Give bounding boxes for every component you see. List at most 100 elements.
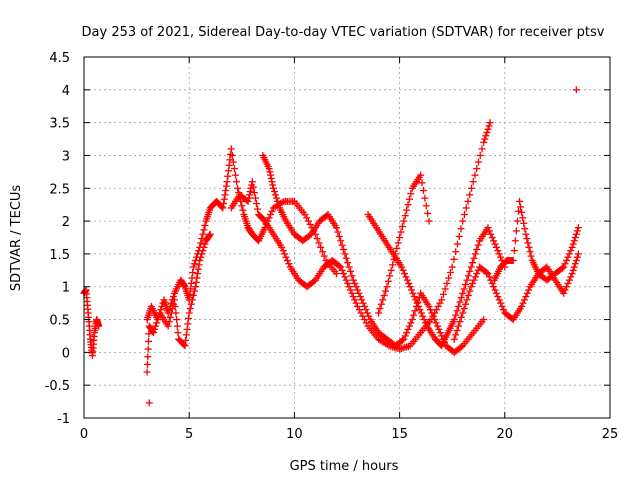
- data-point: [332, 224, 340, 232]
- data-point: [568, 270, 576, 278]
- chart-title: Day 253 of 2021, Sidereal Day-to-day VTE…: [82, 25, 605, 40]
- data-point: [181, 342, 189, 350]
- data-point: [143, 368, 151, 376]
- data-point: [446, 269, 454, 277]
- data-point: [571, 234, 579, 241]
- data-point: [407, 190, 415, 198]
- data-point: [469, 178, 477, 186]
- data-point: [521, 225, 529, 233]
- data-point: [518, 302, 526, 310]
- data-point: [486, 119, 494, 127]
- data-point: [143, 360, 151, 368]
- data-point: [491, 286, 499, 294]
- data-point: [457, 294, 465, 302]
- y-tick-label: 3: [62, 149, 70, 164]
- data-point: [513, 217, 521, 225]
- data-point: [396, 234, 404, 241]
- data-point: [306, 220, 314, 228]
- y-tick-label: 2.5: [49, 182, 70, 197]
- data-point: [222, 182, 230, 190]
- data-point: [475, 158, 482, 166]
- data-point: [351, 296, 359, 304]
- data-point: [230, 165, 238, 173]
- data-point: [462, 300, 470, 308]
- x-tick-label: 10: [286, 427, 303, 442]
- data-point: [405, 279, 413, 287]
- data-point: [206, 231, 214, 239]
- data-point: [253, 200, 261, 208]
- data-point: [199, 230, 207, 238]
- data-point: [224, 172, 232, 180]
- data-point: [457, 343, 465, 351]
- data-point: [397, 228, 405, 236]
- data-point: [201, 221, 209, 229]
- data-point: [359, 299, 367, 307]
- data-point: [379, 296, 387, 304]
- data-point: [200, 226, 208, 234]
- data-point: [341, 273, 349, 281]
- data-point: [457, 313, 465, 321]
- y-tick-label: 2: [62, 215, 70, 230]
- data-point: [456, 318, 464, 326]
- data-point: [361, 302, 369, 310]
- x-tick-label: 15: [391, 427, 408, 442]
- data-point: [450, 335, 458, 343]
- y-tick-label: 0: [62, 346, 70, 361]
- data-point: [411, 307, 419, 315]
- data-point: [398, 223, 406, 231]
- data-point: [190, 260, 198, 268]
- data-point: [484, 224, 492, 232]
- data-point: [338, 266, 346, 274]
- data-point: [274, 197, 282, 205]
- data-point: [455, 302, 463, 310]
- data-point: [522, 230, 530, 238]
- y-tick-label: 4: [62, 84, 70, 99]
- data-point: [455, 232, 463, 240]
- data-point: [520, 219, 528, 227]
- data-point: [365, 312, 373, 320]
- data-point: [445, 274, 453, 282]
- data-point: [153, 319, 161, 327]
- data-point: [428, 309, 436, 317]
- data-point: [317, 243, 325, 251]
- data-point: [520, 296, 528, 304]
- data-point: [403, 206, 411, 214]
- data-point: [526, 248, 534, 256]
- data-point: [192, 283, 200, 291]
- data-point: [320, 252, 328, 260]
- data-point: [480, 138, 488, 146]
- data-point: [393, 244, 401, 252]
- series-track-f: [364, 211, 509, 350]
- data-point: [221, 191, 229, 199]
- data-point: [491, 240, 499, 248]
- data-point: [569, 266, 577, 274]
- data-point: [469, 279, 477, 287]
- data-point: [228, 151, 236, 159]
- data-point: [485, 122, 493, 130]
- data-point: [498, 302, 506, 310]
- data-point: [384, 277, 392, 285]
- data-point: [452, 331, 460, 339]
- data-point: [332, 270, 340, 278]
- data-point: [564, 253, 572, 261]
- data-point: [338, 241, 346, 249]
- data-point: [459, 309, 467, 317]
- data-point: [334, 228, 342, 236]
- data-point: [425, 302, 433, 310]
- x-tick-label: 20: [497, 427, 514, 442]
- data-point: [452, 248, 460, 256]
- data-point: [347, 286, 355, 294]
- data-point: [509, 256, 517, 264]
- data-point: [206, 230, 214, 238]
- data-point: [355, 289, 363, 297]
- y-tick-label: 0.5: [49, 314, 70, 329]
- data-point: [231, 171, 239, 179]
- data-point: [375, 309, 383, 317]
- data-point: [467, 184, 475, 192]
- data-point: [400, 335, 408, 343]
- data-point: [190, 287, 198, 295]
- data-point: [455, 322, 463, 330]
- data-point: [497, 253, 505, 261]
- data-point: [249, 183, 257, 191]
- data-point: [490, 283, 498, 291]
